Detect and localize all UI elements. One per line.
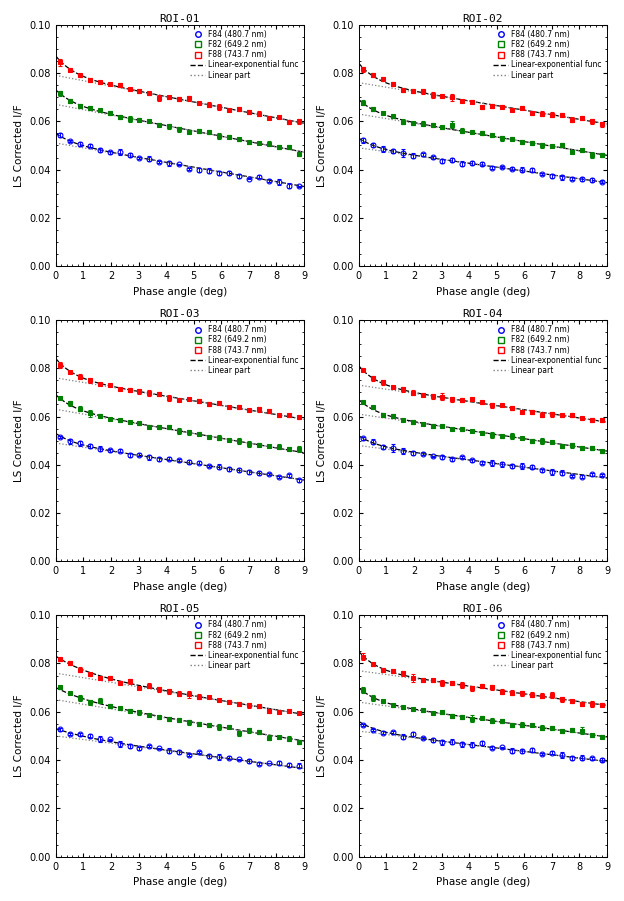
Y-axis label: LS Corrected I/F: LS Corrected I/F: [317, 105, 327, 187]
Title: ROI-02: ROI-02: [462, 14, 503, 24]
Legend: F84 (480.7 nm), F82 (649.2 nm), F88 (743.7 nm), Linear-exponential func, Linear : F84 (480.7 nm), F82 (649.2 nm), F88 (743…: [188, 323, 300, 377]
Legend: F84 (480.7 nm), F82 (649.2 nm), F88 (743.7 nm), Linear-exponential func, Linear : F84 (480.7 nm), F82 (649.2 nm), F88 (743…: [491, 323, 603, 377]
Title: ROI-06: ROI-06: [462, 605, 503, 614]
Y-axis label: LS Corrected I/F: LS Corrected I/F: [14, 399, 24, 482]
Y-axis label: LS Corrected I/F: LS Corrected I/F: [14, 695, 24, 778]
Title: ROI-01: ROI-01: [160, 14, 200, 24]
Y-axis label: LS Corrected I/F: LS Corrected I/F: [317, 695, 327, 778]
X-axis label: Phase angle (deg): Phase angle (deg): [436, 582, 530, 592]
X-axis label: Phase angle (deg): Phase angle (deg): [133, 582, 227, 592]
Title: ROI-03: ROI-03: [160, 309, 200, 319]
X-axis label: Phase angle (deg): Phase angle (deg): [133, 877, 227, 887]
Legend: F84 (480.7 nm), F82 (649.2 nm), F88 (743.7 nm), Linear-exponential func, Linear : F84 (480.7 nm), F82 (649.2 nm), F88 (743…: [188, 619, 300, 671]
Title: ROI-05: ROI-05: [160, 605, 200, 614]
Y-axis label: LS Corrected I/F: LS Corrected I/F: [14, 105, 24, 187]
Y-axis label: LS Corrected I/F: LS Corrected I/F: [317, 399, 327, 482]
X-axis label: Phase angle (deg): Phase angle (deg): [133, 287, 227, 296]
Legend: F84 (480.7 nm), F82 (649.2 nm), F88 (743.7 nm), Linear-exponential func, Linear : F84 (480.7 nm), F82 (649.2 nm), F88 (743…: [491, 29, 603, 81]
X-axis label: Phase angle (deg): Phase angle (deg): [436, 287, 530, 296]
Legend: F84 (480.7 nm), F82 (649.2 nm), F88 (743.7 nm), Linear-exponential func, Linear : F84 (480.7 nm), F82 (649.2 nm), F88 (743…: [491, 619, 603, 671]
Title: ROI-04: ROI-04: [462, 309, 503, 319]
X-axis label: Phase angle (deg): Phase angle (deg): [436, 877, 530, 887]
Legend: F84 (480.7 nm), F82 (649.2 nm), F88 (743.7 nm), Linear-exponential func, Linear : F84 (480.7 nm), F82 (649.2 nm), F88 (743…: [188, 29, 300, 81]
